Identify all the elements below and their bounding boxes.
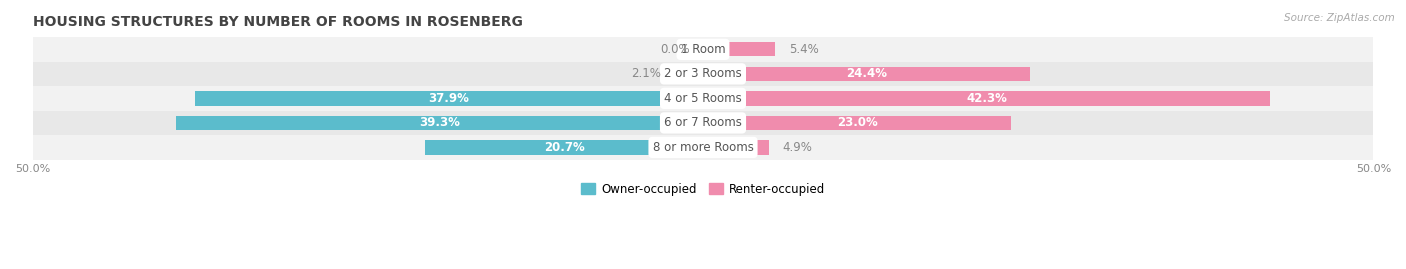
Bar (703, 116, 1011, 130)
Text: 2 or 3 Rooms: 2 or 3 Rooms (664, 67, 742, 80)
Text: 24.4%: 24.4% (846, 67, 887, 80)
Bar (703, 42, 775, 56)
Text: 1 Room: 1 Room (681, 43, 725, 56)
Legend: Owner-occupied, Renter-occupied: Owner-occupied, Renter-occupied (576, 178, 830, 200)
Text: 23.0%: 23.0% (837, 116, 877, 129)
Text: 5.4%: 5.4% (789, 43, 818, 56)
Text: 39.3%: 39.3% (419, 116, 460, 129)
Bar (32, 111, 1374, 135)
Bar (32, 86, 1374, 111)
Bar (32, 62, 1374, 86)
Bar (675, 67, 703, 81)
Bar (176, 116, 703, 130)
Text: 6 or 7 Rooms: 6 or 7 Rooms (664, 116, 742, 129)
Text: Source: ZipAtlas.com: Source: ZipAtlas.com (1284, 13, 1395, 23)
Text: 4 or 5 Rooms: 4 or 5 Rooms (664, 92, 742, 105)
Text: 2.1%: 2.1% (631, 67, 661, 80)
Text: 20.7%: 20.7% (544, 141, 585, 154)
Text: 4.9%: 4.9% (782, 141, 813, 154)
Bar (426, 140, 703, 154)
Text: 8 or more Rooms: 8 or more Rooms (652, 141, 754, 154)
Bar (195, 91, 703, 105)
Text: 0.0%: 0.0% (659, 43, 689, 56)
Text: 37.9%: 37.9% (429, 92, 470, 105)
Bar (32, 37, 1374, 62)
Text: HOUSING STRUCTURES BY NUMBER OF ROOMS IN ROSENBERG: HOUSING STRUCTURES BY NUMBER OF ROOMS IN… (32, 15, 523, 29)
Text: 42.3%: 42.3% (966, 92, 1007, 105)
Bar (32, 135, 1374, 160)
Bar (703, 140, 769, 154)
Bar (703, 67, 1031, 81)
Bar (703, 91, 1270, 105)
